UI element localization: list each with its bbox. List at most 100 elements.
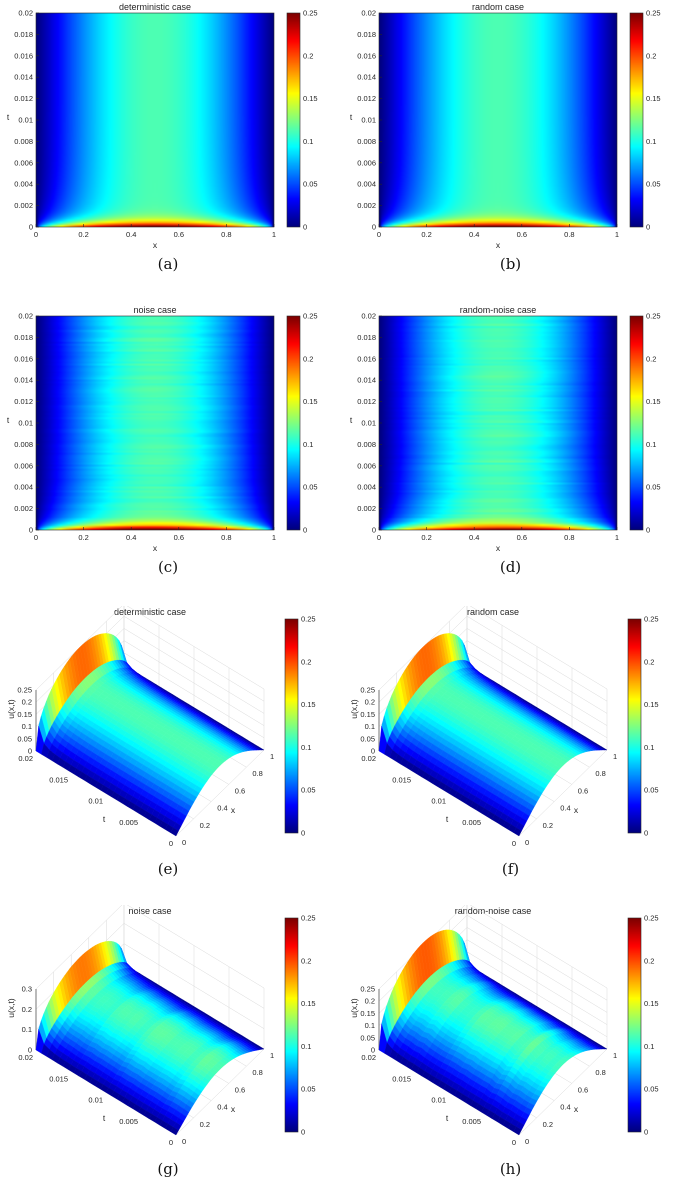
y-tick-label: 0.002 bbox=[14, 201, 33, 210]
x-tick-label: 0 bbox=[376, 533, 380, 542]
z-tick-label: 0.25 bbox=[360, 686, 375, 695]
colorbar-tick-label: 0.25 bbox=[301, 914, 316, 923]
y-tick-label: 0.016 bbox=[357, 51, 376, 60]
colorbar-frame bbox=[284, 917, 299, 1133]
colorbar-frame bbox=[627, 618, 641, 834]
colorbar-tick-label: 0.05 bbox=[646, 483, 661, 492]
t-tick-label: 0.01 bbox=[431, 1096, 446, 1105]
heatmap-field bbox=[36, 316, 274, 530]
x-tick-label: 0.6 bbox=[577, 1085, 587, 1094]
z-tick-label: 0 bbox=[370, 747, 374, 756]
z-grid-line bbox=[35, 905, 265, 990]
colorbar-tick-label: 0.15 bbox=[303, 397, 318, 406]
colorbar-tick-label: 0.15 bbox=[644, 700, 659, 709]
y-tick-label: 0.006 bbox=[14, 158, 33, 167]
colorbar-tick-label: 0.1 bbox=[646, 440, 656, 449]
y-tick-label: 0.008 bbox=[357, 440, 376, 449]
surface-panel-e: deterministic case00.050.10.150.20.25u(x… bbox=[6, 606, 316, 848]
colorbar-tick-label: 0.2 bbox=[644, 956, 654, 965]
y-tick-label: 0.012 bbox=[357, 397, 376, 406]
x-tick-label: 0 bbox=[34, 230, 38, 239]
surface-mesh bbox=[378, 633, 608, 837]
subfigure-caption: (c) bbox=[157, 558, 179, 576]
colorbar-tick-label: 0.05 bbox=[644, 786, 659, 795]
colorbar-frame bbox=[629, 315, 643, 531]
colorbar-tick-label: 0.15 bbox=[646, 94, 661, 103]
y-tick-label: 0.02 bbox=[18, 9, 33, 18]
y-tick-label: 0.02 bbox=[361, 312, 376, 321]
x-tick-label: 0.8 bbox=[221, 230, 231, 239]
x-tick-label: 0.6 bbox=[235, 786, 245, 795]
y-tick-label: 0.01 bbox=[18, 116, 33, 125]
z-axis-label: u(x,t) bbox=[349, 998, 359, 1018]
x-tick-label: 0.4 bbox=[468, 230, 478, 239]
y-tick-label: 0.002 bbox=[357, 504, 376, 513]
heatmap-field bbox=[36, 13, 274, 227]
z-tick-label: 0.3 bbox=[22, 985, 32, 994]
y-tick-label: 0.018 bbox=[357, 30, 376, 39]
z-tick-label: 0.1 bbox=[364, 1021, 374, 1030]
x-tick-label: 0.4 bbox=[217, 1103, 227, 1112]
x-tick-label: 0.8 bbox=[564, 230, 574, 239]
surface-patch bbox=[170, 827, 179, 837]
colorbar-tick-label: 0 bbox=[644, 829, 648, 838]
t-tick-label: 0.005 bbox=[119, 1117, 138, 1126]
t-tick-label: 0 bbox=[511, 839, 515, 848]
x-tick-label: 0.2 bbox=[542, 821, 552, 830]
t-tick-label: 0.01 bbox=[88, 797, 103, 806]
chart-title: deterministic case bbox=[119, 2, 191, 12]
t-floor-grid-line bbox=[518, 749, 607, 837]
y-tick-label: 0.006 bbox=[357, 158, 376, 167]
colorbar-frame bbox=[286, 12, 301, 228]
t-floor-grid-line bbox=[518, 1048, 607, 1136]
z-tick-label: 0.1 bbox=[22, 1025, 32, 1034]
z-axis-label: u(x,t) bbox=[349, 699, 359, 719]
x-tick-label: 1 bbox=[270, 1051, 274, 1060]
colorbar-tick-label: 0.2 bbox=[303, 354, 313, 363]
t-floor-grid-line bbox=[175, 749, 265, 837]
y-tick-label: 0.008 bbox=[357, 137, 376, 146]
heatmap-field bbox=[378, 13, 617, 227]
colorbar-tick-label: 0.1 bbox=[303, 137, 313, 146]
x-tick-label: 1 bbox=[272, 533, 276, 542]
y-tick-label: 0.012 bbox=[14, 94, 33, 103]
x-axis-label: x bbox=[231, 805, 236, 815]
x-tick-label: 1 bbox=[614, 230, 618, 239]
y-tick-label: 0.002 bbox=[357, 201, 376, 210]
colorbar-tick-label: 0 bbox=[303, 223, 307, 232]
x-tick-label: 0.2 bbox=[200, 821, 210, 830]
z-tick-label: 0.2 bbox=[22, 698, 32, 707]
y-tick-label: 0 bbox=[371, 526, 375, 535]
y-tick-label: 0.008 bbox=[14, 440, 33, 449]
x-tick-label: 0.8 bbox=[564, 533, 574, 542]
x-axis-label: x bbox=[495, 240, 500, 250]
chart-title: deterministic case bbox=[114, 607, 186, 617]
x-tick-label: 0.2 bbox=[200, 1120, 210, 1129]
surface-panel-f: random case00.050.10.150.20.25u(x,t)00.0… bbox=[349, 606, 659, 848]
heatmap-panel-c: noise case 0 0.2 0.4 0.6 0.8 1 x 0 0.002 0.004 0.00… bbox=[7, 305, 318, 553]
surface-panel-g: noise case 0 0.1 0.2 0.3 u(x,t) 0 0.005 0.01 0.01… bbox=[6, 905, 316, 1147]
y-tick-label: 0.014 bbox=[357, 73, 376, 82]
t-tick-label: 0.02 bbox=[361, 1053, 376, 1062]
y-tick-label: 0.008 bbox=[14, 137, 33, 146]
surface-mesh bbox=[35, 940, 265, 1136]
colorbar bbox=[627, 619, 641, 833]
heatmap-field bbox=[378, 316, 617, 530]
heatmap-panel-a: deterministic case 0 0.2 0.4 0.6 0.8 1 x 0 0.002 0… bbox=[7, 2, 318, 250]
z-tick-label: 0 bbox=[28, 1046, 32, 1055]
y-tick-label: 0.02 bbox=[361, 9, 376, 18]
colorbar-tick-label: 0.15 bbox=[303, 94, 318, 103]
colorbar-tick-label: 0.05 bbox=[646, 180, 661, 189]
x-axis-label: x bbox=[495, 543, 500, 553]
t-tick-label: 0.015 bbox=[49, 1074, 68, 1083]
heatmap-panel-d: random-noise case 0 0.2 0.4 0.6 0.8 1 x 0 0.002 0.… bbox=[349, 305, 661, 553]
z-tick-label: 0.2 bbox=[22, 1005, 32, 1014]
t-tick-label: 0.01 bbox=[88, 1096, 103, 1105]
x-tick-label: 0.2 bbox=[542, 1120, 552, 1129]
colorbar-tick-label: 0.2 bbox=[301, 657, 311, 666]
t-axis-label: t bbox=[103, 814, 106, 824]
y-tick-label: 0.004 bbox=[357, 483, 376, 492]
t-tick-label: 0.02 bbox=[18, 754, 33, 763]
y-tick-label: 0.004 bbox=[14, 180, 33, 189]
t-tick-label: 0.005 bbox=[119, 818, 138, 827]
